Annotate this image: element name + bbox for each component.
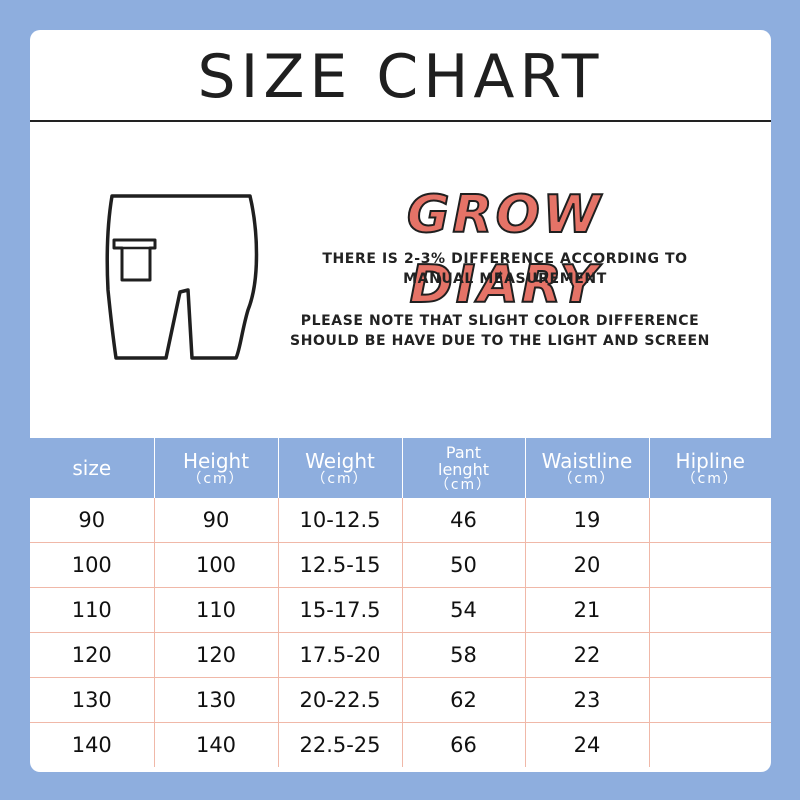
table-row: 120 120 17.5-20 58 22 [30,632,771,678]
color-note: PLEASE NOTE THAT SLIGHT COLOR DIFFERENCE… [290,313,710,349]
table-row: 140 140 22.5-25 66 24 [30,722,771,767]
table-row: 100 100 12.5-15 50 20 [30,542,771,588]
table-cell: 20-22.5 [277,677,402,723]
page-title: SIZE CHART [197,42,604,112]
header-hipline: Hipline （cm） [648,438,771,498]
table-cell: 62 [401,677,525,723]
table-cell [648,677,771,723]
table-cell: 110 [30,587,154,633]
table-cell: 15-17.5 [277,587,402,633]
header-unit: （cm） [681,471,739,487]
brand-logo: GROW DIARY [406,184,604,316]
title-divider [30,120,771,122]
table-cell [648,542,771,588]
header-label: Pant lenght [438,443,489,479]
header-label: Waistline [541,449,633,473]
table-cell: 120 [30,632,154,678]
header-label: size [72,456,112,480]
table-cell: 58 [401,632,525,678]
header-label: Hipline [675,449,745,473]
table-cell: 140 [153,722,278,767]
table-cell: 90 [30,498,154,543]
header-label: Weight [305,449,375,473]
header-unit: （cm） [558,471,616,487]
table-cell: 12.5-15 [277,542,402,588]
table-cell: 19 [524,498,649,543]
table-cell: 22 [524,632,649,678]
table-cell: 54 [401,587,525,633]
size-table: size Height （cm） Weight （cm） Pant lenght （c… [30,438,771,767]
table-cell: 24 [524,722,649,767]
table-cell: 22.5-25 [277,722,402,767]
table-cell [648,632,771,678]
table-cell: 100 [30,542,154,588]
table-header-row: size Height （cm） Weight （cm） Pant lenght （c… [30,438,771,498]
table-row: 90 90 10-12.5 46 19 [30,498,771,543]
table-cell: 20 [524,542,649,588]
table-cell: 130 [30,677,154,723]
header-pant-length: Pant lenght （cm） [401,438,525,498]
table-row: 130 130 20-22.5 62 23 [30,677,771,723]
table-cell: 10-12.5 [277,498,402,543]
table-cell: 23 [524,677,649,723]
table-cell: 140 [71,733,112,757]
table-cell: 50 [401,542,525,588]
shorts-with-pocket-icon [105,194,259,360]
table-cell [648,498,771,543]
header-height: Height （cm） [153,438,278,498]
table-cell [648,722,771,767]
table-cell: 120 [153,632,278,678]
table-cell: 100 [153,542,278,588]
header-label: Height [182,449,250,473]
table-cell [648,587,771,633]
table-cell: 90 [153,498,278,543]
table-row: 110 110 15-17.5 54 21 [30,587,771,633]
header-unit: （cm） [187,471,245,487]
header-unit: （cm） [311,471,369,487]
table-cell: 21 [524,587,649,633]
table-cell: 130 [153,677,278,723]
header-size: size [30,438,154,498]
header-unit: （cm） [434,477,493,493]
table-cell: 110 [153,587,278,633]
table-cell: 66 [401,722,525,767]
table-cell: 17.5-20 [277,632,402,678]
header-weight: Weight （cm） [277,438,402,498]
table-cell: 46 [401,498,525,543]
size-chart-card: SIZE CHART GROW DIARY THERE IS 2-3% DIFF… [30,30,771,772]
measurement-note: THERE IS 2-3% DIFFERENCE ACCORDING TO MA… [322,251,688,287]
header-waistline: Waistline （cm） [524,438,649,498]
